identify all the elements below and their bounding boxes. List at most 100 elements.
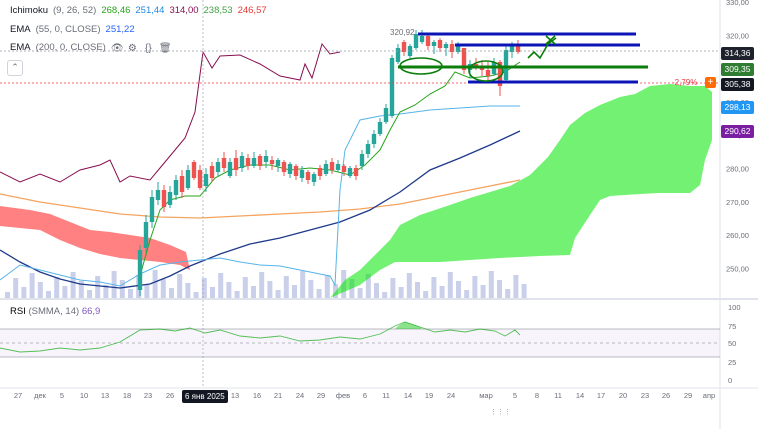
time-tick: 6: [362, 391, 368, 400]
volume-bar: [177, 274, 183, 298]
candle-body: [203, 174, 209, 186]
kumo-bear-cloud: [0, 206, 190, 270]
candle-body: [251, 158, 257, 166]
candle-body: [167, 192, 173, 205]
candle-body: [455, 46, 461, 52]
candle-body: [335, 164, 341, 170]
volume-bar: [521, 284, 527, 298]
volume-bar: [13, 278, 19, 298]
candle-body: [323, 164, 329, 174]
collapse-icon[interactable]: ⌃: [7, 60, 23, 76]
kumo-bull-cloud: [330, 84, 712, 298]
plus-icon[interactable]: +: [705, 77, 716, 88]
candle-body: [137, 250, 143, 290]
pane-handle-icon[interactable]: ⋮⋮⋮: [490, 409, 511, 416]
time-tick: 24: [446, 391, 456, 400]
settings-icon[interactable]: ⚙: [127, 42, 137, 54]
candle-body: [431, 42, 437, 46]
volume-bar: [169, 288, 174, 298]
ema55-value: 251,22: [105, 24, 135, 35]
volume-bar: [128, 289, 133, 298]
time-tick: 11: [554, 391, 562, 400]
rsi-tick: 100: [728, 303, 741, 312]
volume-bar: [308, 280, 314, 298]
ema55-legend[interactable]: EMA (55, 0, CLOSE) 251,22: [10, 24, 135, 36]
candle-body: [371, 134, 377, 144]
volume-bar: [423, 291, 429, 298]
ema200-legend[interactable]: EMA (200, 0, CLOSE) 👁 ⚙ {} 🗑: [10, 42, 172, 54]
volume-bar: [218, 273, 224, 298]
candle-body: [143, 222, 149, 248]
rsi-axis[interactable]: 100 75 50 25 0: [728, 303, 741, 385]
volume-bars: [5, 270, 527, 298]
volume-bar: [513, 275, 519, 298]
volume-bar: [365, 274, 371, 298]
volume-bar: [234, 291, 240, 298]
price-tick: 270,00: [726, 198, 749, 207]
time-tick: 26: [165, 391, 175, 400]
candle-body: [179, 176, 185, 192]
candle-body: [221, 158, 227, 168]
trash-icon[interactable]: 🗑: [158, 42, 172, 54]
candle-body: [449, 44, 455, 52]
ichimoku-value-2: 251,44: [135, 5, 165, 16]
price-label-chikou: 298,13: [721, 101, 754, 114]
time-tick: дек: [34, 391, 46, 400]
price-tick: 260,00: [726, 231, 749, 240]
eye-icon[interactable]: 👁: [110, 42, 124, 54]
candle-body: [305, 172, 311, 180]
time-tick: 23: [640, 391, 650, 400]
volume-bar: [390, 278, 396, 298]
ichimoku-value-1: 268,46: [101, 5, 131, 16]
candle-body: [275, 160, 281, 166]
candle-body: [281, 162, 287, 172]
volume-bar: [333, 284, 338, 298]
candle-body: [311, 174, 317, 182]
time-tick: 5: [512, 391, 518, 400]
candle-body: [347, 168, 353, 176]
volume-bar: [292, 285, 297, 298]
tenkan-line: [139, 61, 521, 277]
volume-bar: [431, 277, 437, 298]
volume-bar: [480, 285, 486, 298]
candle-body: [317, 168, 323, 176]
volume-bar: [62, 286, 68, 298]
ema-200-line: [0, 179, 521, 219]
rsi-params: (SMMA, 14): [28, 306, 80, 317]
volume-bar: [447, 272, 453, 298]
volume-bar: [210, 287, 215, 298]
volume-bar: [46, 291, 51, 298]
candle-body: [329, 162, 335, 170]
candle-body: [443, 44, 449, 48]
candle-body: [287, 164, 293, 174]
volume-bar: [497, 280, 502, 298]
volume-bar: [152, 270, 158, 298]
time-tick: фев: [335, 391, 351, 400]
price-label-last: 314,36: [721, 47, 754, 60]
volume-bar: [324, 275, 330, 298]
candle-body: [485, 70, 491, 76]
candle-body: [401, 42, 407, 52]
price-tick: 250,00: [726, 264, 749, 273]
candle-body: [215, 162, 221, 172]
volume-bar: [242, 277, 248, 298]
candle-body: [497, 62, 503, 86]
ema55-name: EMA: [10, 24, 31, 35]
candle-body: [389, 58, 395, 116]
volume-bar: [406, 273, 412, 298]
ichimoku-legend[interactable]: Ichimoku (9, 26, 52) 268,46 251,44 314,0…: [10, 5, 267, 17]
volume-bar: [456, 281, 461, 298]
candle-body: [239, 156, 245, 168]
candle-body: [173, 180, 179, 195]
candle-body: [383, 108, 389, 122]
volume-bar: [398, 287, 404, 298]
volume-bar: [95, 276, 101, 298]
rsi-legend[interactable]: RSI (SMMA, 14) 66,9: [10, 306, 100, 318]
candle-body: [197, 170, 203, 188]
time-tick: 29: [316, 391, 326, 400]
candle-body: [479, 68, 485, 70]
code-icon[interactable]: {}: [144, 42, 152, 54]
kijun-line: [0, 42, 341, 183]
candle-body: [395, 48, 401, 62]
